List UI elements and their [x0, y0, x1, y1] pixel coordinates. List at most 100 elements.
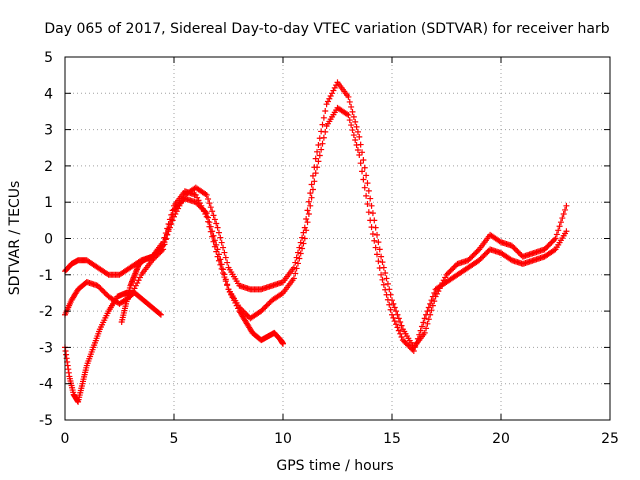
- data-point: [132, 282, 139, 289]
- data-point: [217, 256, 224, 263]
- data-point: [323, 101, 330, 108]
- data-point: [514, 248, 521, 255]
- data-point: [384, 280, 391, 287]
- data-point: [559, 215, 566, 222]
- data-point: [195, 197, 202, 204]
- data-point: [307, 202, 314, 209]
- data-point: [210, 238, 217, 245]
- data-point: [169, 217, 176, 224]
- x-tick-label: 5: [170, 431, 179, 447]
- y-tick-label: 0: [44, 232, 53, 248]
- data-point: [314, 164, 321, 171]
- y-tick-label: -2: [39, 304, 53, 320]
- data-point: [397, 318, 404, 325]
- data-point: [361, 164, 368, 171]
- y-tick-label: 1: [44, 195, 53, 211]
- data-point: [211, 243, 218, 250]
- data-point: [260, 305, 267, 312]
- y-axis-label: SDTVAR / TECUs: [7, 181, 23, 296]
- data-point: [469, 253, 476, 260]
- data-point: [263, 302, 270, 309]
- data-point: [309, 186, 316, 193]
- data-point: [443, 271, 450, 278]
- data-point: [164, 231, 171, 238]
- data-point: [421, 329, 428, 336]
- data-point: [352, 118, 359, 125]
- data-point: [353, 123, 360, 130]
- data-point: [417, 327, 424, 334]
- data-point: [478, 254, 485, 261]
- data-point: [429, 293, 436, 300]
- data-point: [299, 245, 306, 252]
- data-point: [345, 93, 352, 100]
- data-point: [161, 234, 168, 241]
- data-point: [315, 158, 322, 165]
- data-point: [551, 236, 558, 243]
- data-point: [213, 220, 220, 227]
- data-point: [305, 198, 312, 205]
- data-point: [348, 122, 355, 129]
- data-point: [229, 294, 236, 301]
- data-point: [199, 205, 206, 212]
- data-point: [398, 333, 405, 340]
- data-point: [474, 247, 481, 254]
- data-point: [408, 345, 415, 352]
- series-sat-b: [62, 104, 570, 355]
- data-point: [320, 114, 327, 121]
- data-point: [451, 263, 458, 270]
- data-point: [425, 304, 432, 311]
- data-point: [547, 240, 554, 247]
- data-point: [405, 342, 412, 349]
- data-point: [382, 269, 389, 276]
- data-point: [319, 140, 326, 147]
- data-point: [560, 210, 567, 217]
- data-point: [444, 270, 451, 277]
- data-point: [322, 128, 329, 135]
- data-point: [230, 297, 237, 304]
- data-point: [156, 310, 163, 317]
- data-point: [376, 264, 383, 271]
- data-point: [202, 191, 209, 198]
- data-point: [356, 152, 363, 159]
- data-point: [442, 274, 449, 281]
- data-point: [376, 246, 383, 253]
- data-point: [160, 246, 167, 253]
- data-point: [297, 250, 304, 257]
- data-point: [292, 259, 299, 266]
- data-point: [394, 324, 401, 331]
- data-point: [211, 237, 218, 244]
- data-point: [293, 265, 300, 272]
- data-point: [318, 146, 325, 153]
- data-point: [548, 239, 555, 246]
- data-point: [515, 249, 522, 256]
- data-point: [179, 198, 186, 205]
- data-point: [465, 257, 472, 264]
- data-point: [196, 200, 203, 207]
- chart-title: Day 065 of 2017, Sidereal Day-to-day VTE…: [44, 21, 609, 37]
- data-point: [344, 111, 351, 118]
- data-point: [403, 341, 410, 348]
- data-point: [224, 259, 231, 266]
- y-tick-label: 4: [44, 86, 53, 102]
- data-point: [220, 244, 227, 251]
- data-point: [352, 137, 359, 144]
- data-point: [165, 220, 172, 227]
- data-point: [221, 249, 228, 256]
- data-point: [371, 237, 378, 244]
- data-point: [225, 286, 232, 293]
- data-point: [374, 251, 381, 258]
- data-point: [217, 261, 224, 268]
- data-point: [364, 180, 371, 187]
- data-point: [203, 191, 210, 198]
- data-point: [308, 194, 315, 201]
- data-point: [365, 187, 372, 194]
- x-tick-label: 25: [601, 431, 619, 447]
- data-point: [311, 178, 318, 185]
- data-point: [162, 230, 169, 237]
- data-point: [322, 107, 329, 114]
- data-point: [384, 296, 391, 303]
- y-tick-label: -3: [39, 340, 53, 356]
- data-point: [447, 267, 454, 274]
- data-point: [160, 239, 167, 246]
